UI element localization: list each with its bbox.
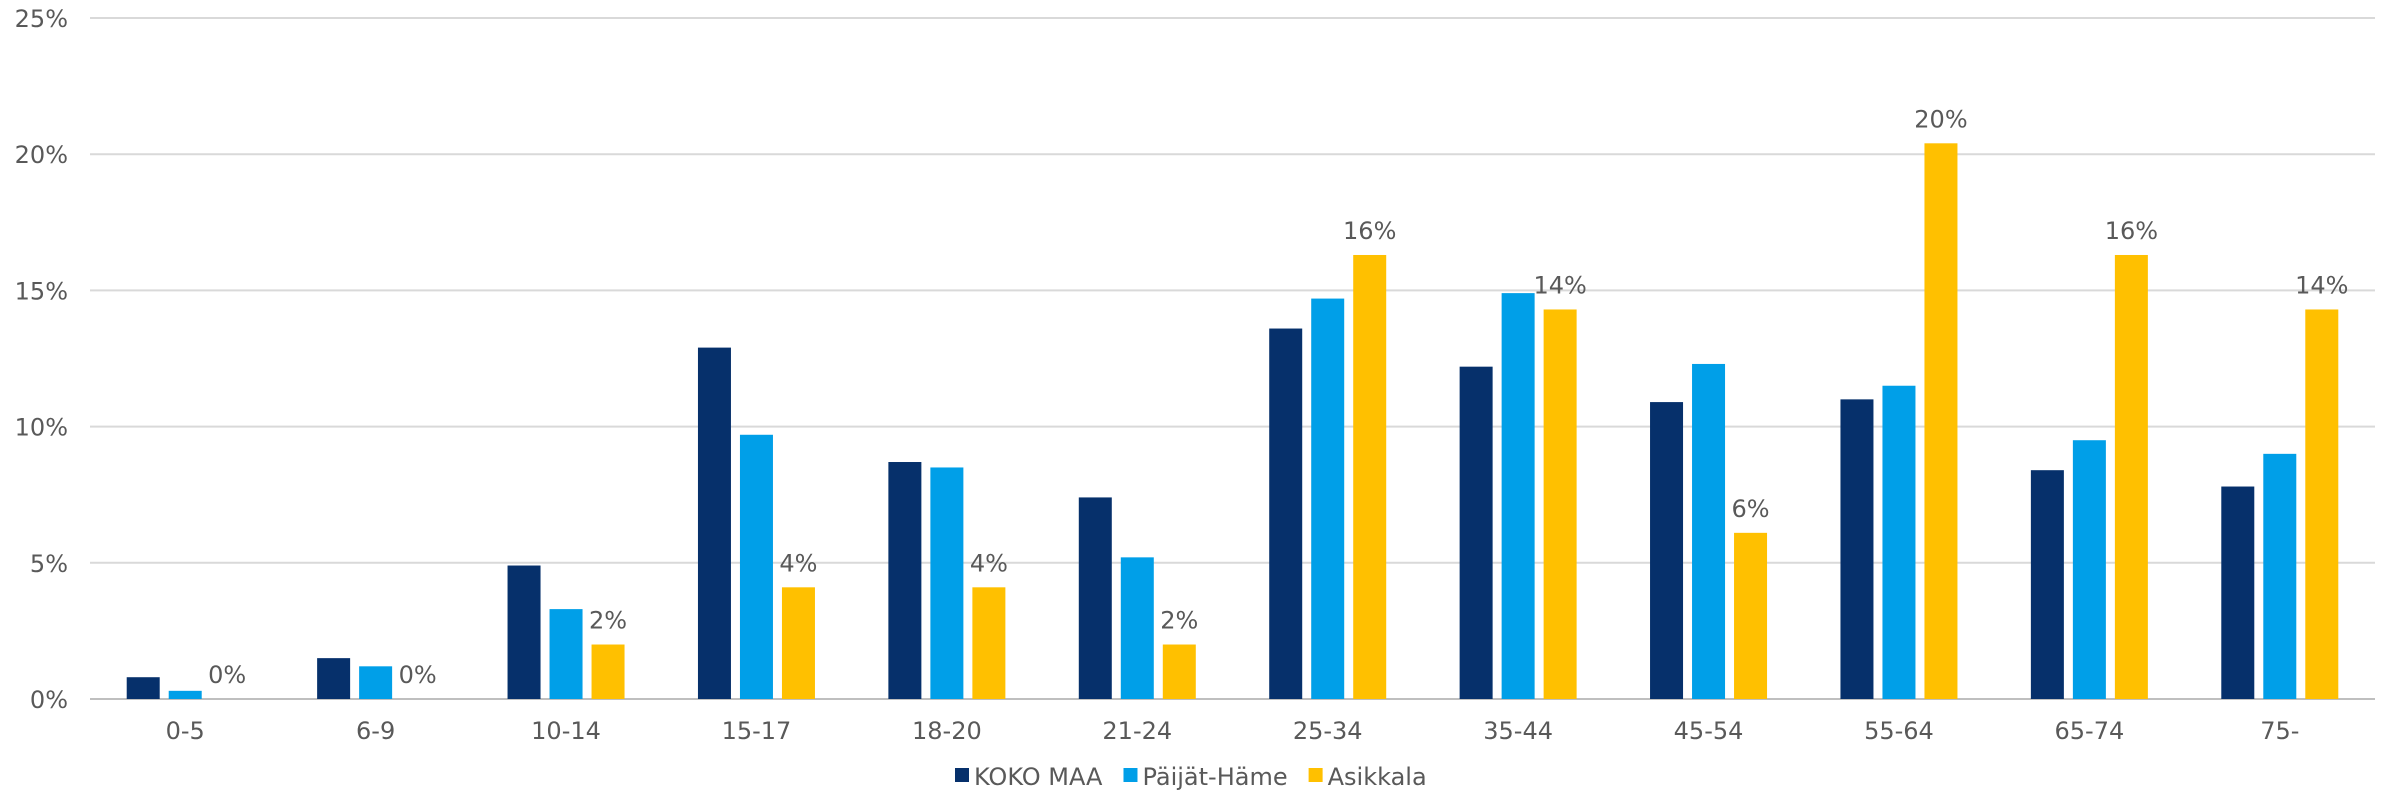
bar-asikkala: [591, 644, 625, 699]
legend-label: KOKO MAA: [974, 763, 1103, 791]
bar-asikkala: [2114, 254, 2148, 699]
legend: KOKO MAA Päijät-Häme Asikkala: [955, 763, 1427, 791]
legend-swatch: [1308, 768, 1323, 782]
x-tick-label: 35-44: [1483, 717, 1553, 745]
bar-asikkala: [1924, 143, 1958, 699]
y-tick-label: 5%: [30, 550, 68, 578]
data-label: 20%: [1914, 105, 1967, 133]
bar-asikkala: [781, 587, 815, 699]
x-tick-label: 0-5: [166, 717, 205, 745]
bar-koko-maa: [126, 677, 160, 699]
data-label: 4%: [970, 549, 1008, 577]
y-tick-label: 15%: [15, 277, 68, 305]
bar-p-ij-t-h-me: [2263, 453, 2297, 699]
bar-koko-maa: [1459, 366, 1493, 699]
legend-label: Päijät-Häme: [1142, 763, 1287, 791]
x-tick-label: 25-34: [1293, 717, 1363, 745]
bar-p-ij-t-h-me: [549, 609, 583, 699]
bar-koko-maa: [697, 347, 731, 699]
x-tick-label: 65-74: [2055, 717, 2125, 745]
bar-asikkala: [1353, 254, 1387, 699]
x-tick-label: 6-9: [356, 717, 395, 745]
bar-p-ij-t-h-me: [1311, 298, 1345, 699]
bar-koko-maa: [507, 565, 541, 699]
data-label: 0%: [208, 661, 246, 689]
bar-p-ij-t-h-me: [359, 666, 393, 699]
bar-p-ij-t-h-me: [168, 690, 202, 699]
y-tick-label: 20%: [15, 141, 68, 169]
bar-p-ij-t-h-me: [1692, 363, 1726, 699]
bar-koko-maa: [1840, 399, 1874, 699]
bar-p-ij-t-h-me: [739, 434, 773, 699]
bar-koko-maa: [2221, 486, 2255, 699]
bar-asikkala: [1543, 309, 1577, 699]
data-label: 2%: [1160, 607, 1198, 635]
bar-koko-maa: [1269, 328, 1303, 699]
data-label: 16%: [1343, 217, 1396, 245]
bar-p-ij-t-h-me: [2072, 440, 2106, 699]
legend-swatch: [955, 768, 969, 782]
data-label: 6%: [1732, 495, 1770, 523]
data-label: 14%: [1533, 271, 1586, 299]
x-axis-tick-labels: 0-5 6-9 10-14 15-17 18-20 21-24 25-34 35-44 45-5…: [166, 717, 2300, 745]
y-axis-tick-labels: 0% 5% 10% 15% 20% 25%: [15, 5, 68, 714]
bar-koko-maa: [1650, 402, 1684, 699]
bar-p-ij-t-h-me: [1882, 385, 1916, 699]
bar-koko-maa: [2030, 470, 2064, 699]
y-tick-label: 10%: [15, 414, 68, 442]
bar-asikkala: [1162, 644, 1196, 699]
x-tick-label: 75-: [2260, 717, 2299, 745]
bar-koko-maa: [317, 658, 351, 699]
x-tick-label: 55-64: [1864, 717, 1934, 745]
y-tick-label: 0%: [30, 686, 68, 714]
y-tick-label: 25%: [15, 5, 68, 33]
data-label: 4%: [779, 549, 817, 577]
bar-p-ij-t-h-me: [1120, 557, 1154, 699]
bar-koko-maa: [888, 462, 922, 699]
bar-asikkala: [2305, 309, 2339, 699]
data-labels: 0% 0% 2% 4% 4% 2% 16% 14% 6% 20% 16% 14%: [208, 105, 2348, 689]
x-tick-label: 10-14: [531, 717, 601, 745]
data-label: 0%: [399, 661, 437, 689]
data-label: 16%: [2105, 217, 2158, 245]
bar-koko-maa: [1078, 497, 1112, 699]
bar-asikkala: [1734, 532, 1768, 699]
bar-p-ij-t-h-me: [930, 467, 964, 699]
x-tick-label: 45-54: [1674, 717, 1744, 745]
gridlines: [90, 17, 2375, 700]
bar-asikkala: [972, 587, 1006, 699]
data-label: 14%: [2295, 271, 2348, 299]
data-label: 2%: [589, 607, 627, 635]
x-tick-label: 18-20: [912, 717, 982, 745]
legend-label: Asikkala: [1328, 763, 1427, 791]
x-tick-label: 21-24: [1102, 717, 1172, 745]
bars: [126, 143, 2339, 699]
x-tick-label: 15-17: [722, 717, 792, 745]
legend-swatch: [1123, 768, 1138, 782]
bar-p-ij-t-h-me: [1501, 293, 1535, 699]
